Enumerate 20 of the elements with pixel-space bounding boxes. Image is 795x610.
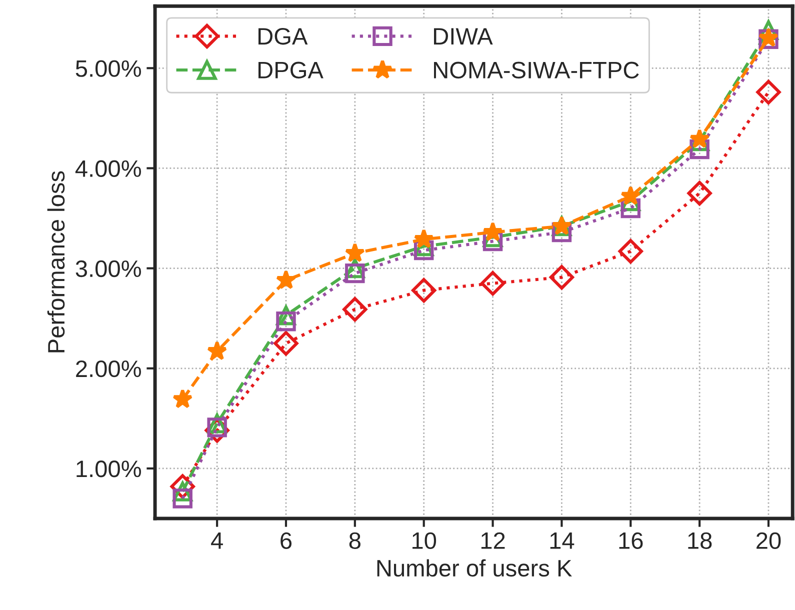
y-tick-label: 1.00%: [76, 460, 141, 478]
x-tick-label: 6: [280, 532, 292, 550]
legend-label: DGA: [258, 28, 308, 45]
x-axis-title: Number of users K: [377, 559, 572, 577]
x-tick-label: 8: [349, 532, 360, 550]
legend-label: NOMA-SIWA-FTPC: [434, 62, 639, 79]
y-tick-label: 4.00%: [75, 160, 141, 178]
x-tick-label: 16: [619, 532, 643, 550]
x-tick-label: 18: [688, 532, 712, 550]
x-tick-label: 10: [412, 532, 436, 550]
y-axis-title: Performance loss: [47, 171, 65, 352]
legend-label: DPGA: [258, 62, 324, 79]
x-tick-label: 4: [211, 532, 223, 549]
y-tick-label: 2.00%: [76, 360, 141, 378]
y-tick-label: 5.00%: [76, 60, 141, 77]
y-tick-label: 3.00%: [76, 260, 141, 278]
x-tick-label: 12: [481, 532, 505, 549]
x-tick-label: 20: [756, 532, 781, 550]
x-tick-label: 14: [550, 532, 574, 549]
legend-label: DIWA: [434, 28, 493, 44]
